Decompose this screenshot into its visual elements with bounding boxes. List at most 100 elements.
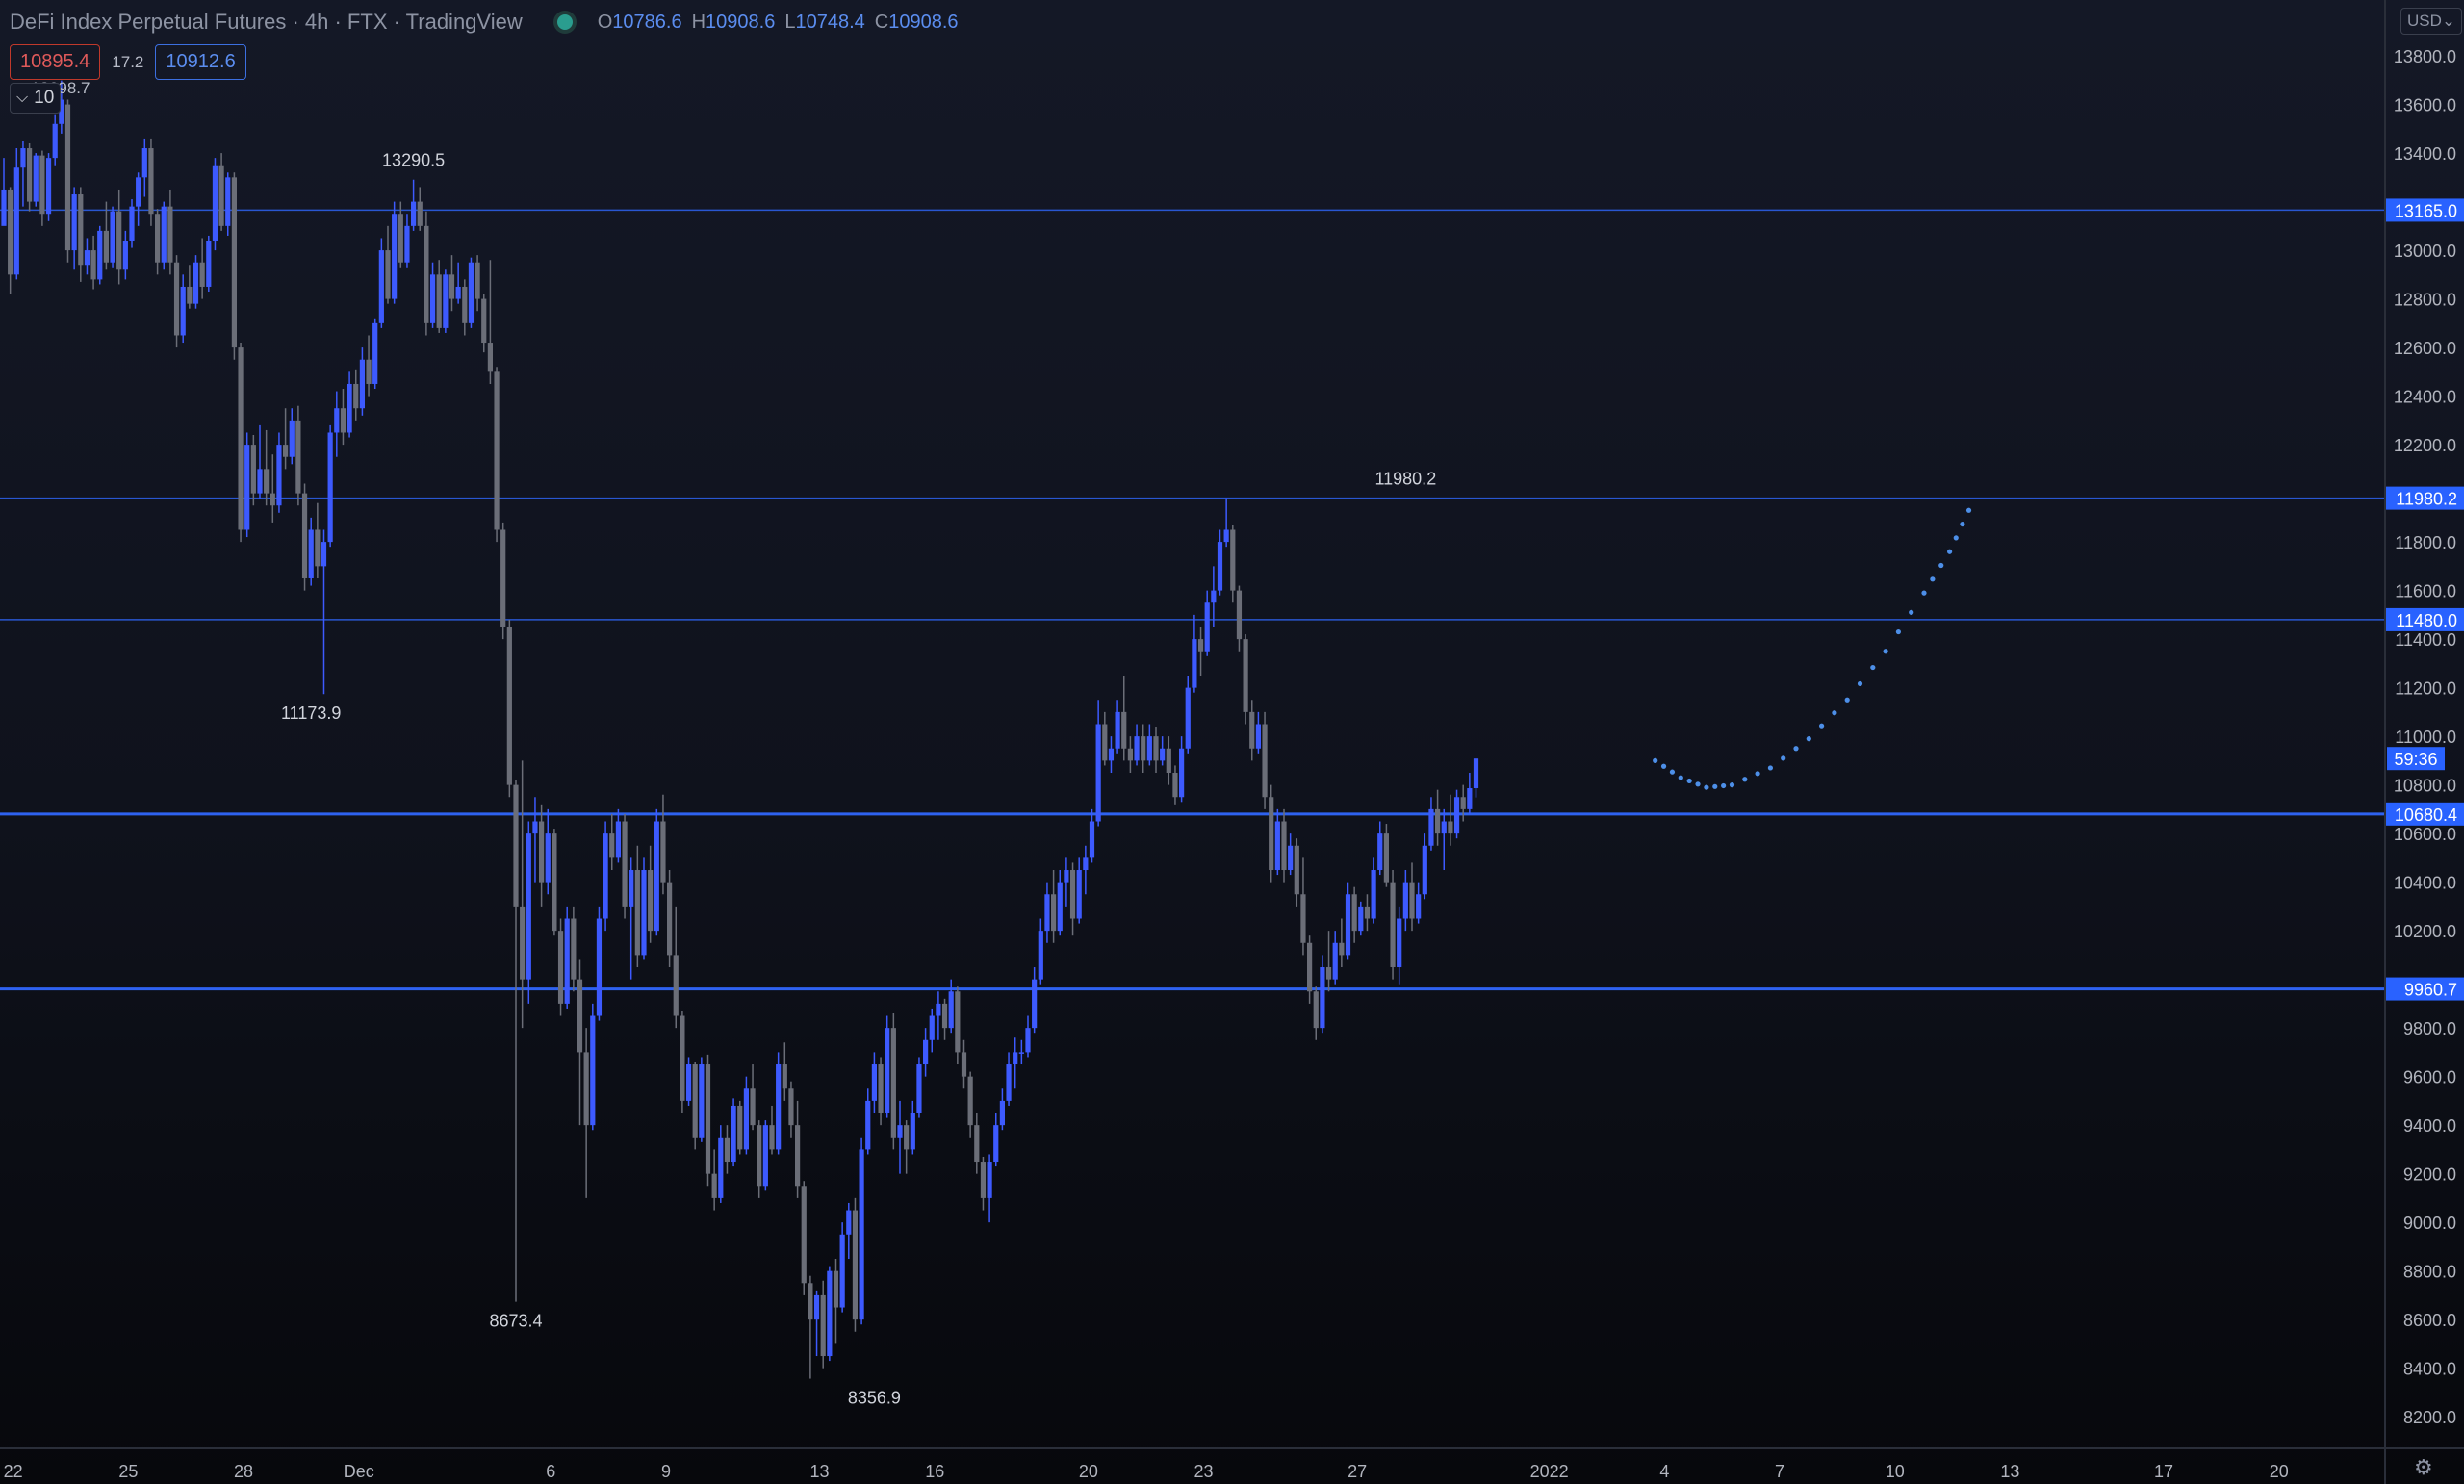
- projection-dot: [1755, 771, 1760, 777]
- level-price-label: 10680.4: [2395, 806, 2457, 825]
- projection-dot: [1857, 680, 1863, 687]
- candle-body: [711, 1173, 717, 1198]
- candle-body: [865, 1100, 871, 1150]
- projection-dot: [1669, 769, 1676, 775]
- candle-body: [13, 167, 19, 275]
- candle-body: [532, 821, 538, 834]
- candle-body: [1141, 736, 1146, 761]
- price-tick-label: 10600.0: [2394, 825, 2456, 844]
- ohlc-high-value: 10908.6: [706, 11, 776, 33]
- candle-body: [667, 882, 673, 956]
- candle-body: [641, 870, 647, 956]
- candle-body: [1115, 711, 1120, 749]
- buy-price-button[interactable]: 10912.6: [155, 44, 246, 80]
- candle-body: [813, 1294, 820, 1320]
- candle-body: [955, 991, 961, 1053]
- gear-icon[interactable]: ⚙: [2414, 1455, 2433, 1479]
- candle-body: [1467, 788, 1473, 809]
- projection-dot: [1870, 664, 1876, 671]
- candle-body: [648, 870, 654, 932]
- level-price-tag: [2385, 198, 2464, 222]
- candle-body: [199, 262, 205, 287]
- candle-body: [936, 1003, 941, 1016]
- candle-body: [1166, 748, 1171, 774]
- candle-body: [1397, 918, 1402, 968]
- candle-body: [788, 1088, 794, 1126]
- candle-body: [1325, 967, 1332, 980]
- candle-body: [103, 230, 109, 263]
- candle-body: [885, 1028, 890, 1113]
- candle-body: [1307, 942, 1313, 992]
- candle-body: [1185, 687, 1191, 749]
- candle-body: [1025, 1028, 1031, 1053]
- level-price-label: 11480.0: [2396, 611, 2457, 630]
- ohlc-low-value: 10748.4: [795, 11, 865, 33]
- price-tick-label: 9400.0: [2403, 1116, 2456, 1136]
- currency-button[interactable]: USD⌄: [2400, 8, 2463, 35]
- price-tick-label: 8600.0: [2403, 1311, 2456, 1330]
- price-tick-label: 10200.0: [2394, 922, 2456, 941]
- candle-body: [1409, 882, 1415, 919]
- spread-value: 17.2: [112, 52, 144, 71]
- candle-body: [270, 493, 275, 506]
- candle-body: [1064, 870, 1069, 883]
- candle-body: [1211, 590, 1217, 603]
- time-tick-label: 10: [1886, 1462, 1905, 1481]
- candle-body: [692, 1064, 698, 1138]
- candle-body: [1435, 808, 1441, 834]
- candle-body: [321, 542, 327, 567]
- candle-body: [64, 104, 71, 251]
- level-price-tag: [2385, 802, 2464, 826]
- candle-body: [1006, 1064, 1012, 1101]
- candle-body: [500, 529, 506, 627]
- price-tick-label: 11000.0: [2395, 728, 2456, 747]
- projection-dot: [1895, 628, 1901, 635]
- candle-body: [238, 347, 244, 530]
- candle-body: [1345, 894, 1351, 956]
- candle-body: [1076, 870, 1082, 919]
- projection-dot: [1704, 784, 1709, 790]
- candle-body: [680, 1015, 685, 1101]
- candle-body: [941, 1003, 948, 1029]
- symbol-title[interactable]: DeFi Index Perpetual Futures · 4h · FTX …: [10, 10, 523, 34]
- candle-body: [212, 165, 218, 241]
- ohlc-open-value: 10786.6: [612, 11, 682, 33]
- candle-body: [757, 1125, 762, 1187]
- candle-body: [1127, 748, 1133, 761]
- candle-body: [852, 1210, 859, 1320]
- candle-body: [1453, 797, 1460, 834]
- candle-body: [78, 194, 84, 266]
- time-tick-label: 13: [2000, 1462, 2019, 1481]
- candle-body: [1249, 711, 1255, 749]
- candle-body: [801, 1186, 807, 1284]
- candle-body: [916, 1064, 922, 1113]
- time-tick-label: 23: [1194, 1462, 1214, 1481]
- time-tick-label: 22: [4, 1462, 23, 1481]
- high-low-label: 11980.2: [1374, 470, 1436, 489]
- high-low-label: 11173.9: [281, 704, 341, 723]
- time-tick-label: 27: [1348, 1462, 1367, 1481]
- candle-body: [506, 627, 512, 785]
- candle-body: [1364, 906, 1371, 919]
- candle-body: [110, 211, 116, 263]
- time-tick-label: 16: [925, 1462, 944, 1481]
- time-tick-label: Dec: [344, 1462, 374, 1481]
- candle-body: [1243, 639, 1248, 712]
- candle-body: [1377, 833, 1383, 871]
- projection-dot: [1781, 755, 1786, 761]
- candle-body: [116, 211, 122, 270]
- projection-dot: [1965, 507, 1972, 513]
- sell-price-button[interactable]: 10895.4: [10, 44, 101, 80]
- price-tick-label: 8400.0: [2403, 1360, 2456, 1379]
- candle-body: [1121, 711, 1127, 749]
- ohlc-low: L10748.4: [784, 11, 865, 33]
- candle-body: [1069, 870, 1076, 919]
- candle-body: [378, 250, 384, 323]
- indicator-collapse-button[interactable]: ⌵ 10: [10, 83, 62, 114]
- candle-body: [244, 445, 250, 530]
- candle-body: [577, 979, 583, 1053]
- candle-body: [167, 206, 173, 263]
- candle-body: [1428, 808, 1434, 846]
- candle-body: [1089, 821, 1095, 858]
